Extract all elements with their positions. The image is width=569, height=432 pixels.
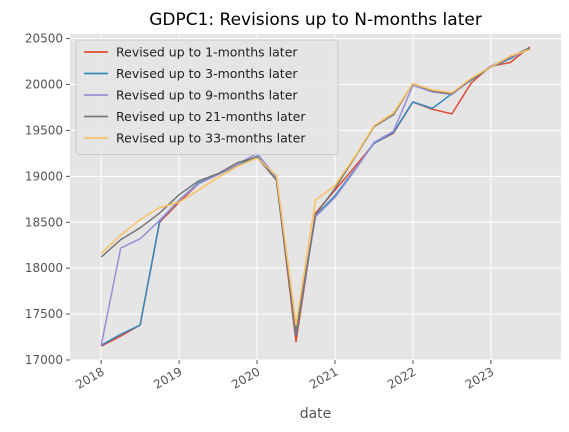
x-tick-label: 2020 (229, 364, 262, 391)
legend-entry: Revised up to 3-months later (116, 66, 298, 81)
y-tick-label: 18000 (25, 261, 63, 275)
series-line-5 (100, 48, 531, 326)
y-tick-label: 20000 (25, 78, 63, 92)
y-tick-label: 19000 (25, 169, 63, 183)
legend-entry: Revised up to 21-months later (116, 109, 306, 124)
x-tick-label: 2019 (151, 364, 184, 391)
y-tick-label: 17000 (25, 353, 63, 367)
y-tick-label: 19500 (25, 123, 63, 137)
series-lines (100, 46, 531, 347)
legend-entry: Revised up to 33-months later (116, 131, 306, 146)
chart-title: GDPC1: Revisions up to N-months later (149, 10, 482, 30)
legend-box (75, 39, 339, 155)
x-tick-label: 2022 (385, 364, 418, 391)
x-tick-label: 2018 (73, 364, 106, 391)
x-tick-label: 2021 (307, 364, 340, 391)
y-axis: 17000 17500 18000 18500 19000 19500 20000 20500 (25, 32, 70, 367)
x-axis: 2018 2019 2020 2021 2022 2023 (73, 360, 496, 392)
y-tick-label: 20500 (25, 32, 63, 46)
x-tick-label: 2023 (463, 364, 496, 391)
x-axis-label: date (300, 406, 332, 422)
legend-entry: Revised up to 1-months later (116, 45, 298, 60)
series-line-1 (100, 46, 531, 347)
y-tick-label: 17500 (25, 307, 63, 321)
y-tick-label: 18500 (25, 215, 63, 229)
legend: Revised up to 1-months later Revised up t… (75, 39, 339, 155)
legend-entry: Revised up to 9-months later (116, 88, 298, 103)
